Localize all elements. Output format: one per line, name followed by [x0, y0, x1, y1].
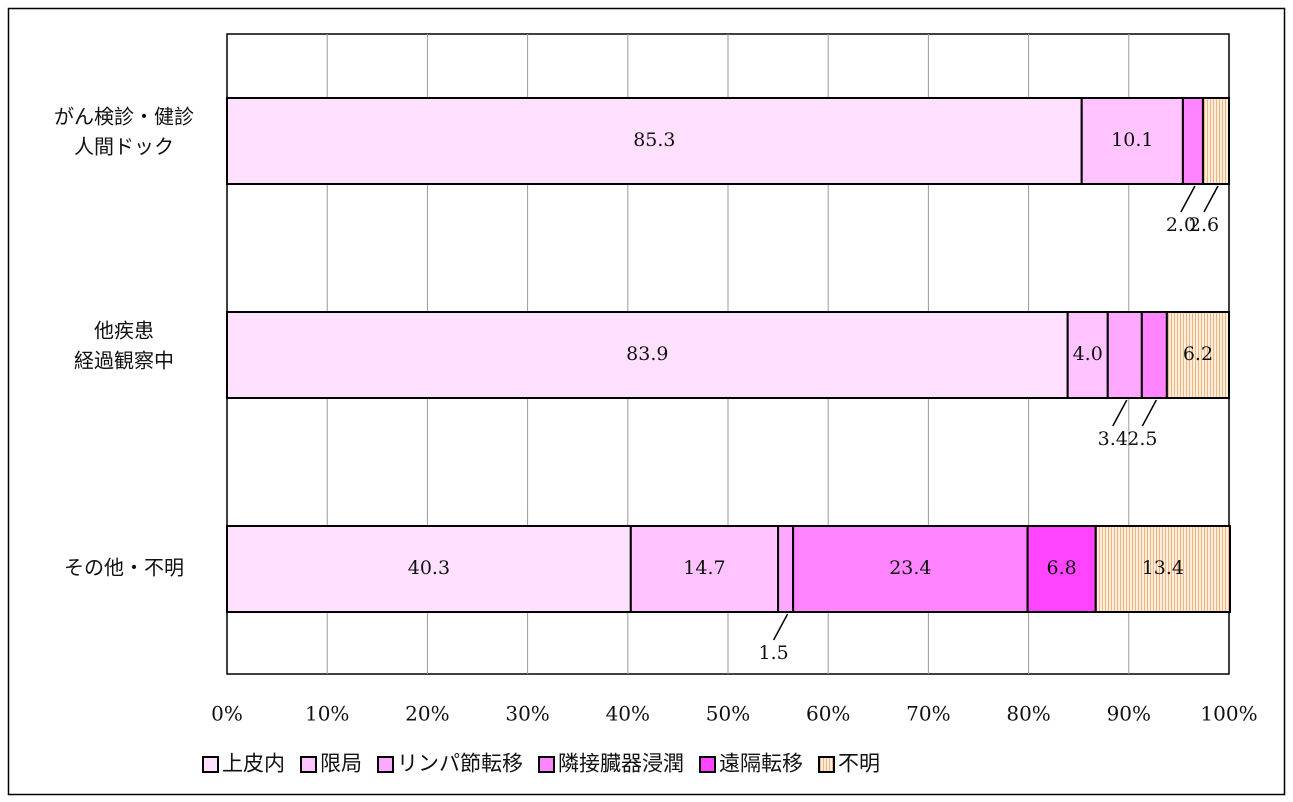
- x-tick-label: 0%: [211, 702, 243, 726]
- x-tick-labels: 0% 10% 20% 30% 40% 50% 60% 70% 80% 90% 100%: [211, 702, 1257, 726]
- data-label: 2.5: [1127, 428, 1157, 450]
- bar-outline: [226, 525, 1232, 613]
- x-tick-label: 40%: [606, 702, 650, 726]
- data-label: 10.1: [1111, 129, 1153, 151]
- bar-segment: [792, 525, 1029, 613]
- data-label: 6.8: [1047, 557, 1077, 579]
- data-label: 14.7: [683, 557, 725, 579]
- x-tick-label: 60%: [806, 702, 850, 726]
- data-label: 40.3: [408, 557, 450, 579]
- category-label: 人間ドック: [74, 135, 174, 159]
- bar-segment: [1140, 311, 1168, 399]
- legend-label: 隣接臓器浸潤: [558, 752, 684, 776]
- leader-line: [1141, 399, 1158, 427]
- category-label: 経過観察中: [74, 349, 174, 373]
- legend-label: 限局: [320, 752, 362, 776]
- x-tick-label: 20%: [405, 702, 449, 726]
- data-label: 3.4: [1098, 428, 1128, 450]
- bars: [226, 97, 1232, 613]
- legend-swatch: [377, 756, 394, 773]
- legend-swatch: [300, 756, 317, 773]
- category-label: がん検診・健診: [54, 105, 194, 129]
- category-label: その他・不明: [64, 556, 184, 580]
- data-labels: 85.3 10.1 2.02.6 83.9 4.0 3.4 2.5 6.2 40.3 14.7 1.…: [408, 129, 1219, 664]
- bar-segment: [1201, 97, 1230, 185]
- legend-swatch: [202, 756, 219, 773]
- data-label: 6.2: [1183, 343, 1213, 365]
- leader-lines: [772, 185, 1219, 641]
- leader-line: [772, 613, 789, 641]
- legend-swatch: [818, 756, 835, 773]
- x-tick-label: 10%: [305, 702, 349, 726]
- data-label: 83.9: [626, 343, 668, 365]
- legend-label: リンパ節転移: [397, 752, 523, 776]
- leader-line: [1112, 399, 1128, 427]
- x-tick-label: 80%: [1006, 702, 1050, 726]
- legend-swatch: [538, 756, 555, 773]
- legend-label: 不明: [838, 752, 880, 776]
- data-label: 4.0: [1073, 343, 1103, 365]
- bar-outline: [226, 97, 1230, 185]
- data-label: 1.5: [759, 642, 789, 664]
- legend-label: 遠隔転移: [719, 752, 803, 776]
- bar-segment: [629, 525, 780, 613]
- data-label: 23.4: [889, 557, 931, 579]
- category-label: 他疾患: [94, 319, 154, 343]
- x-tick-label: 50%: [706, 702, 750, 726]
- legend-label: 上皮内: [222, 752, 285, 776]
- x-tick-label: 30%: [505, 702, 549, 726]
- bar-segment: [777, 525, 795, 613]
- legend: 上皮内 限局 リンパ節転移 隣接臓器浸潤 遠隔転移 不明: [202, 752, 880, 776]
- legend-swatch: [699, 756, 716, 773]
- bar-outline: [226, 311, 1230, 399]
- data-label: 2.6: [1189, 214, 1219, 236]
- bar-segment: [1094, 525, 1232, 613]
- bar-segment: [226, 525, 632, 613]
- bar-segment: [1181, 97, 1204, 185]
- x-tick-label: 100%: [1200, 702, 1257, 726]
- bar-segment: [1106, 311, 1143, 399]
- x-tick-label: 70%: [906, 702, 950, 726]
- leader-line: [1180, 185, 1196, 213]
- data-label: 13.4: [1142, 557, 1184, 579]
- x-tick-label: 90%: [1107, 702, 1151, 726]
- data-label: 85.3: [633, 129, 675, 151]
- data-label: 2.0: [1166, 214, 1196, 236]
- leader-line: [1203, 185, 1219, 213]
- bar-segment: [1026, 525, 1097, 613]
